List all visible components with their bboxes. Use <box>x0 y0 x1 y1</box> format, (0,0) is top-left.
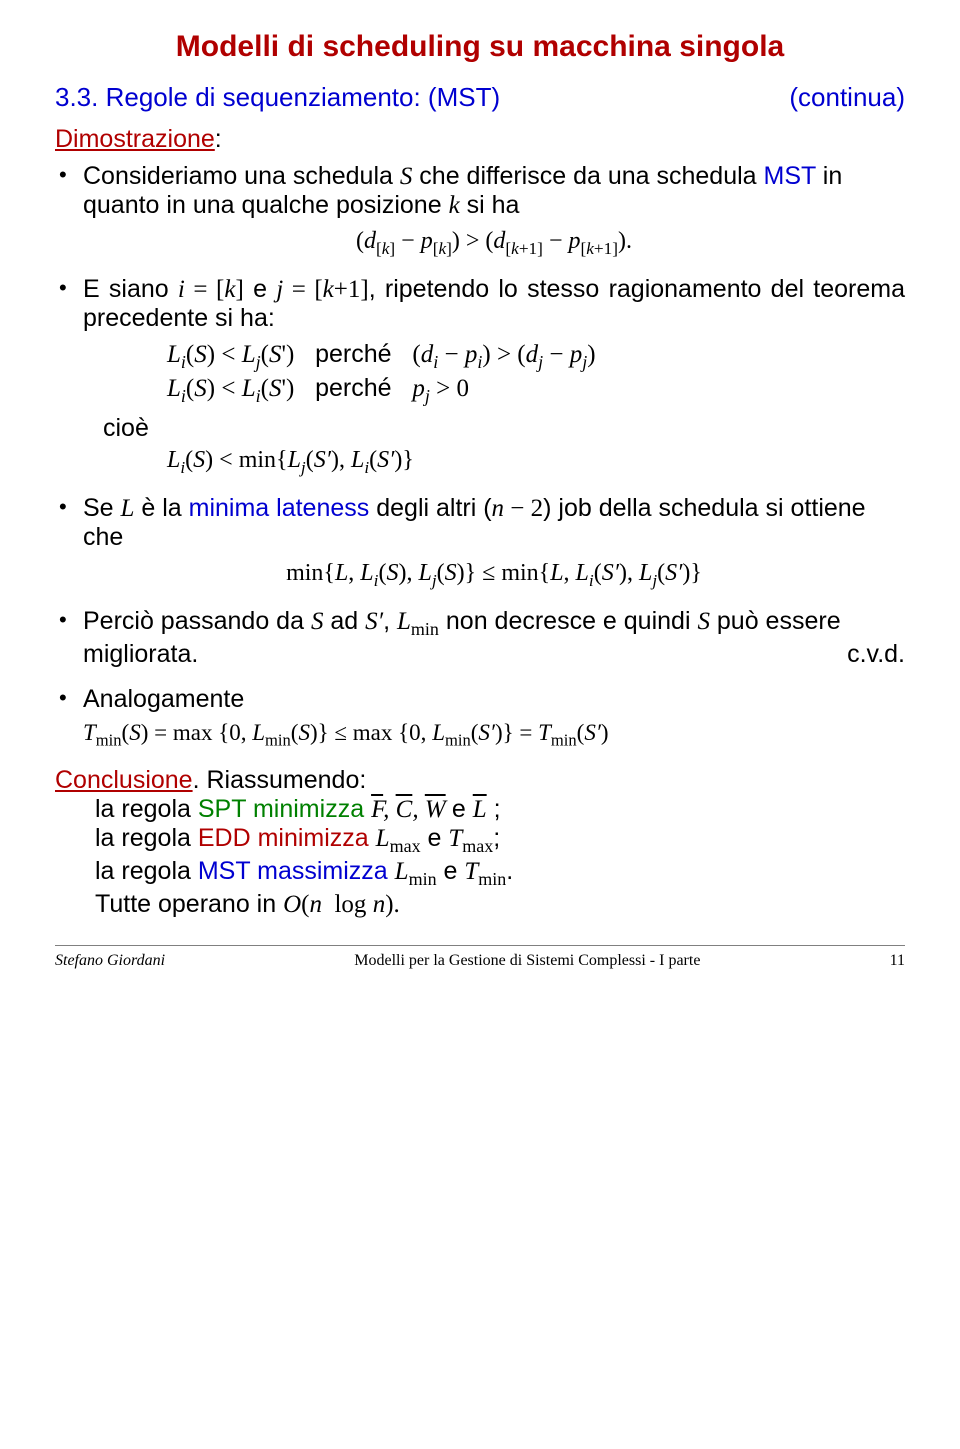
footer-rule <box>55 945 905 946</box>
formula-min-ls: Li(S) < min{Lj(S′), Li(S′)} <box>83 447 905 478</box>
formula-li-lj: Li(S) < Lj(S') perché (di − pi) > (dj − … <box>167 339 905 374</box>
section-continua: (continua) <box>789 82 905 113</box>
rule-complexity: Tutte operano in O(n log n). <box>95 890 905 919</box>
bullet-consider: Consideriamo una schedula S che differis… <box>55 162 905 259</box>
footer-author: Stefano Giordani <box>55 952 165 970</box>
formula-li-li: Li(S) < Li(S') perché pj > 0 <box>167 373 905 408</box>
section-heading: 3.3. Regole di sequenziamento: (MST) (co… <box>55 82 905 113</box>
footer-page-number: 11 <box>890 952 905 970</box>
proof-label: Dimostrazione: <box>55 125 905 154</box>
rule-mst: la regola MST massimizza Lmin e Tmin. <box>95 857 905 890</box>
formula-tmin: Tmin(S) = max {0, Lmin(S)} ≤ max {0, Lmi… <box>83 720 905 751</box>
formula-min-leq: min{L, Li(S), Lj(S)} ≤ min{L, Li(S′), Lj… <box>83 560 905 591</box>
bullet-percio: Perciò passando da S ad S′, Lmin non dec… <box>55 607 905 669</box>
section-number: 3.3. Regole di sequenziamento: (MST) <box>55 82 500 113</box>
footer: Stefano Giordani Modelli per la Gestione… <box>55 952 905 970</box>
page-title: Modelli di scheduling su macchina singol… <box>55 30 905 64</box>
bullet-analogamente: Analogamente Tmin(S) = max {0, Lmin(S)} … <box>55 685 905 751</box>
bullet-minima-lateness: Se L è la minima lateness degli altri (n… <box>55 494 905 591</box>
conclusion-block: Conclusione. Riassumendo: la regola SPT … <box>55 766 905 919</box>
rule-spt: la regola SPT minimizza F, C, W e L ; <box>95 795 905 824</box>
footer-course: Modelli per la Gestione di Sistemi Compl… <box>354 952 700 970</box>
formula-dk: (d[k] − p[k]) > (d[k+1] − p[k+1]). <box>83 228 905 259</box>
bullet-siano: E siano i = [k] e j = [k+1], ripetendo l… <box>55 275 905 478</box>
rule-edd: la regola EDD minimizza Lmax e Tmax; <box>95 824 905 857</box>
